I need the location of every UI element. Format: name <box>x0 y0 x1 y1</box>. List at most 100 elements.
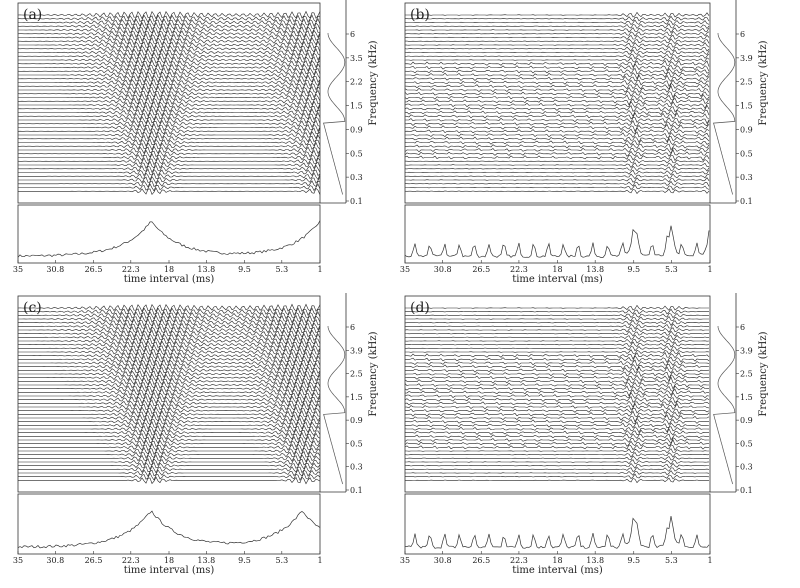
trace-line <box>18 362 321 372</box>
y-tick-label: 0.5 <box>350 439 363 448</box>
y-tick-label: 0.1 <box>740 486 753 495</box>
x-tick-label: 9.5 <box>627 556 640 565</box>
trace-line <box>405 330 710 337</box>
trace-line <box>18 358 321 368</box>
x-tick-label: 22.3 <box>510 265 528 274</box>
trace-line <box>405 407 710 415</box>
trace-line <box>18 187 321 195</box>
panel-label: (b) <box>410 7 430 23</box>
main-plot-frame <box>17 2 321 204</box>
trace-line <box>17 311 321 320</box>
x-tick-label: 30.8 <box>46 556 64 565</box>
frequency-spectrum-curve <box>323 325 346 485</box>
trace-line <box>404 97 710 106</box>
trace-line <box>405 421 710 429</box>
trace-line <box>18 380 321 390</box>
trace-line <box>18 314 321 324</box>
y-tick-label: 0.1 <box>350 197 363 206</box>
trace-line <box>404 438 709 447</box>
trace-line <box>405 119 710 127</box>
trace-line <box>404 437 709 445</box>
trace-line <box>17 21 321 31</box>
trace-line <box>404 162 710 169</box>
y-tick-label: 0.3 <box>350 463 363 472</box>
trace-line <box>405 117 710 125</box>
trace-line <box>18 395 321 404</box>
x-tick-label: 5.3 <box>275 556 288 565</box>
x-tick-label: 13.8 <box>197 265 215 274</box>
trace-line <box>405 304 709 311</box>
trace-line <box>404 59 710 68</box>
trace-line <box>405 470 710 476</box>
x-tick-label: 1 <box>317 556 322 565</box>
trace-line <box>404 165 710 172</box>
trace-line <box>404 382 709 390</box>
trace-line <box>405 341 710 348</box>
y-tick-label: 0.1 <box>740 197 753 206</box>
trace-line <box>405 466 710 473</box>
trace-line <box>404 19 710 26</box>
trace-line <box>404 23 710 30</box>
time-plot-frame <box>404 204 711 264</box>
trace-line <box>405 177 710 183</box>
trace-line <box>17 51 321 61</box>
trace-line <box>404 27 710 34</box>
x-tick-label: 35 <box>400 265 410 274</box>
trace-line <box>404 455 710 461</box>
y-tick-label: 3.5 <box>350 54 363 63</box>
trace-line <box>404 74 710 82</box>
panel-label: (c) <box>23 300 42 316</box>
x-tick-label: 1 <box>707 265 712 274</box>
panel-b: 35 30.8 26.5 22.3 18 13.8 9.5 5.3 1 time interval… <box>400 0 769 285</box>
trace-line <box>405 57 710 63</box>
time-plot-frame <box>404 493 711 555</box>
y-tick-label: 3.9 <box>350 346 363 355</box>
trace-line <box>18 93 321 102</box>
time-interval-curve <box>17 220 321 258</box>
trace-line <box>18 351 321 361</box>
trace-line <box>404 53 710 60</box>
panel-a: 35 30.8 26.5 22.3 18 13.8 9.5 5.3 1 time interval… <box>13 0 379 285</box>
panel-c: 35 30.8 26.5 22.3 18 13.8 9.5 5.3 1 time interval… <box>13 293 379 576</box>
trace-line <box>405 123 710 133</box>
trace-line <box>18 307 321 316</box>
y-tick-label: 1.5 <box>350 102 363 111</box>
trace-line <box>404 374 709 382</box>
x-tick-label: 30.8 <box>434 265 452 274</box>
frequency-spectrum-curve <box>713 32 736 195</box>
y-tick-label: 0.3 <box>350 173 363 182</box>
x-tick-label: 18 <box>552 265 562 274</box>
trace-line <box>17 67 321 76</box>
trace-line <box>18 476 321 485</box>
trace-line <box>405 180 710 187</box>
trace-line <box>18 74 321 84</box>
trace-line <box>404 42 710 48</box>
y-tick-label: 0.5 <box>740 439 753 448</box>
trace-line <box>404 433 709 441</box>
x-axis-label: time interval (ms) <box>124 565 215 576</box>
trace-line <box>405 349 710 355</box>
trace-line <box>404 79 710 87</box>
trace-line <box>18 33 321 42</box>
y-tick-label: 3.9 <box>740 346 753 355</box>
x-tick-label: 18 <box>164 265 174 274</box>
trace-line <box>404 400 710 408</box>
trace-line <box>17 322 321 331</box>
trace-line <box>18 450 321 459</box>
trace-line <box>18 410 321 419</box>
trace-line <box>404 338 710 345</box>
y-tick-label: 2.2 <box>350 78 363 87</box>
trace-line <box>18 377 321 386</box>
y-axis-label: Frequency (kHz) <box>758 331 769 416</box>
trace-line <box>405 473 710 480</box>
x-tick-label: 18 <box>552 556 562 565</box>
x-tick-label: 22.3 <box>122 265 140 274</box>
trace-line <box>404 154 710 162</box>
trace-line <box>404 448 709 454</box>
trace-line <box>404 388 710 397</box>
time-plot-frame <box>17 204 321 264</box>
trace-line <box>18 96 321 106</box>
time-interval-curve <box>404 516 710 549</box>
x-tick-label: 26.5 <box>85 556 103 565</box>
